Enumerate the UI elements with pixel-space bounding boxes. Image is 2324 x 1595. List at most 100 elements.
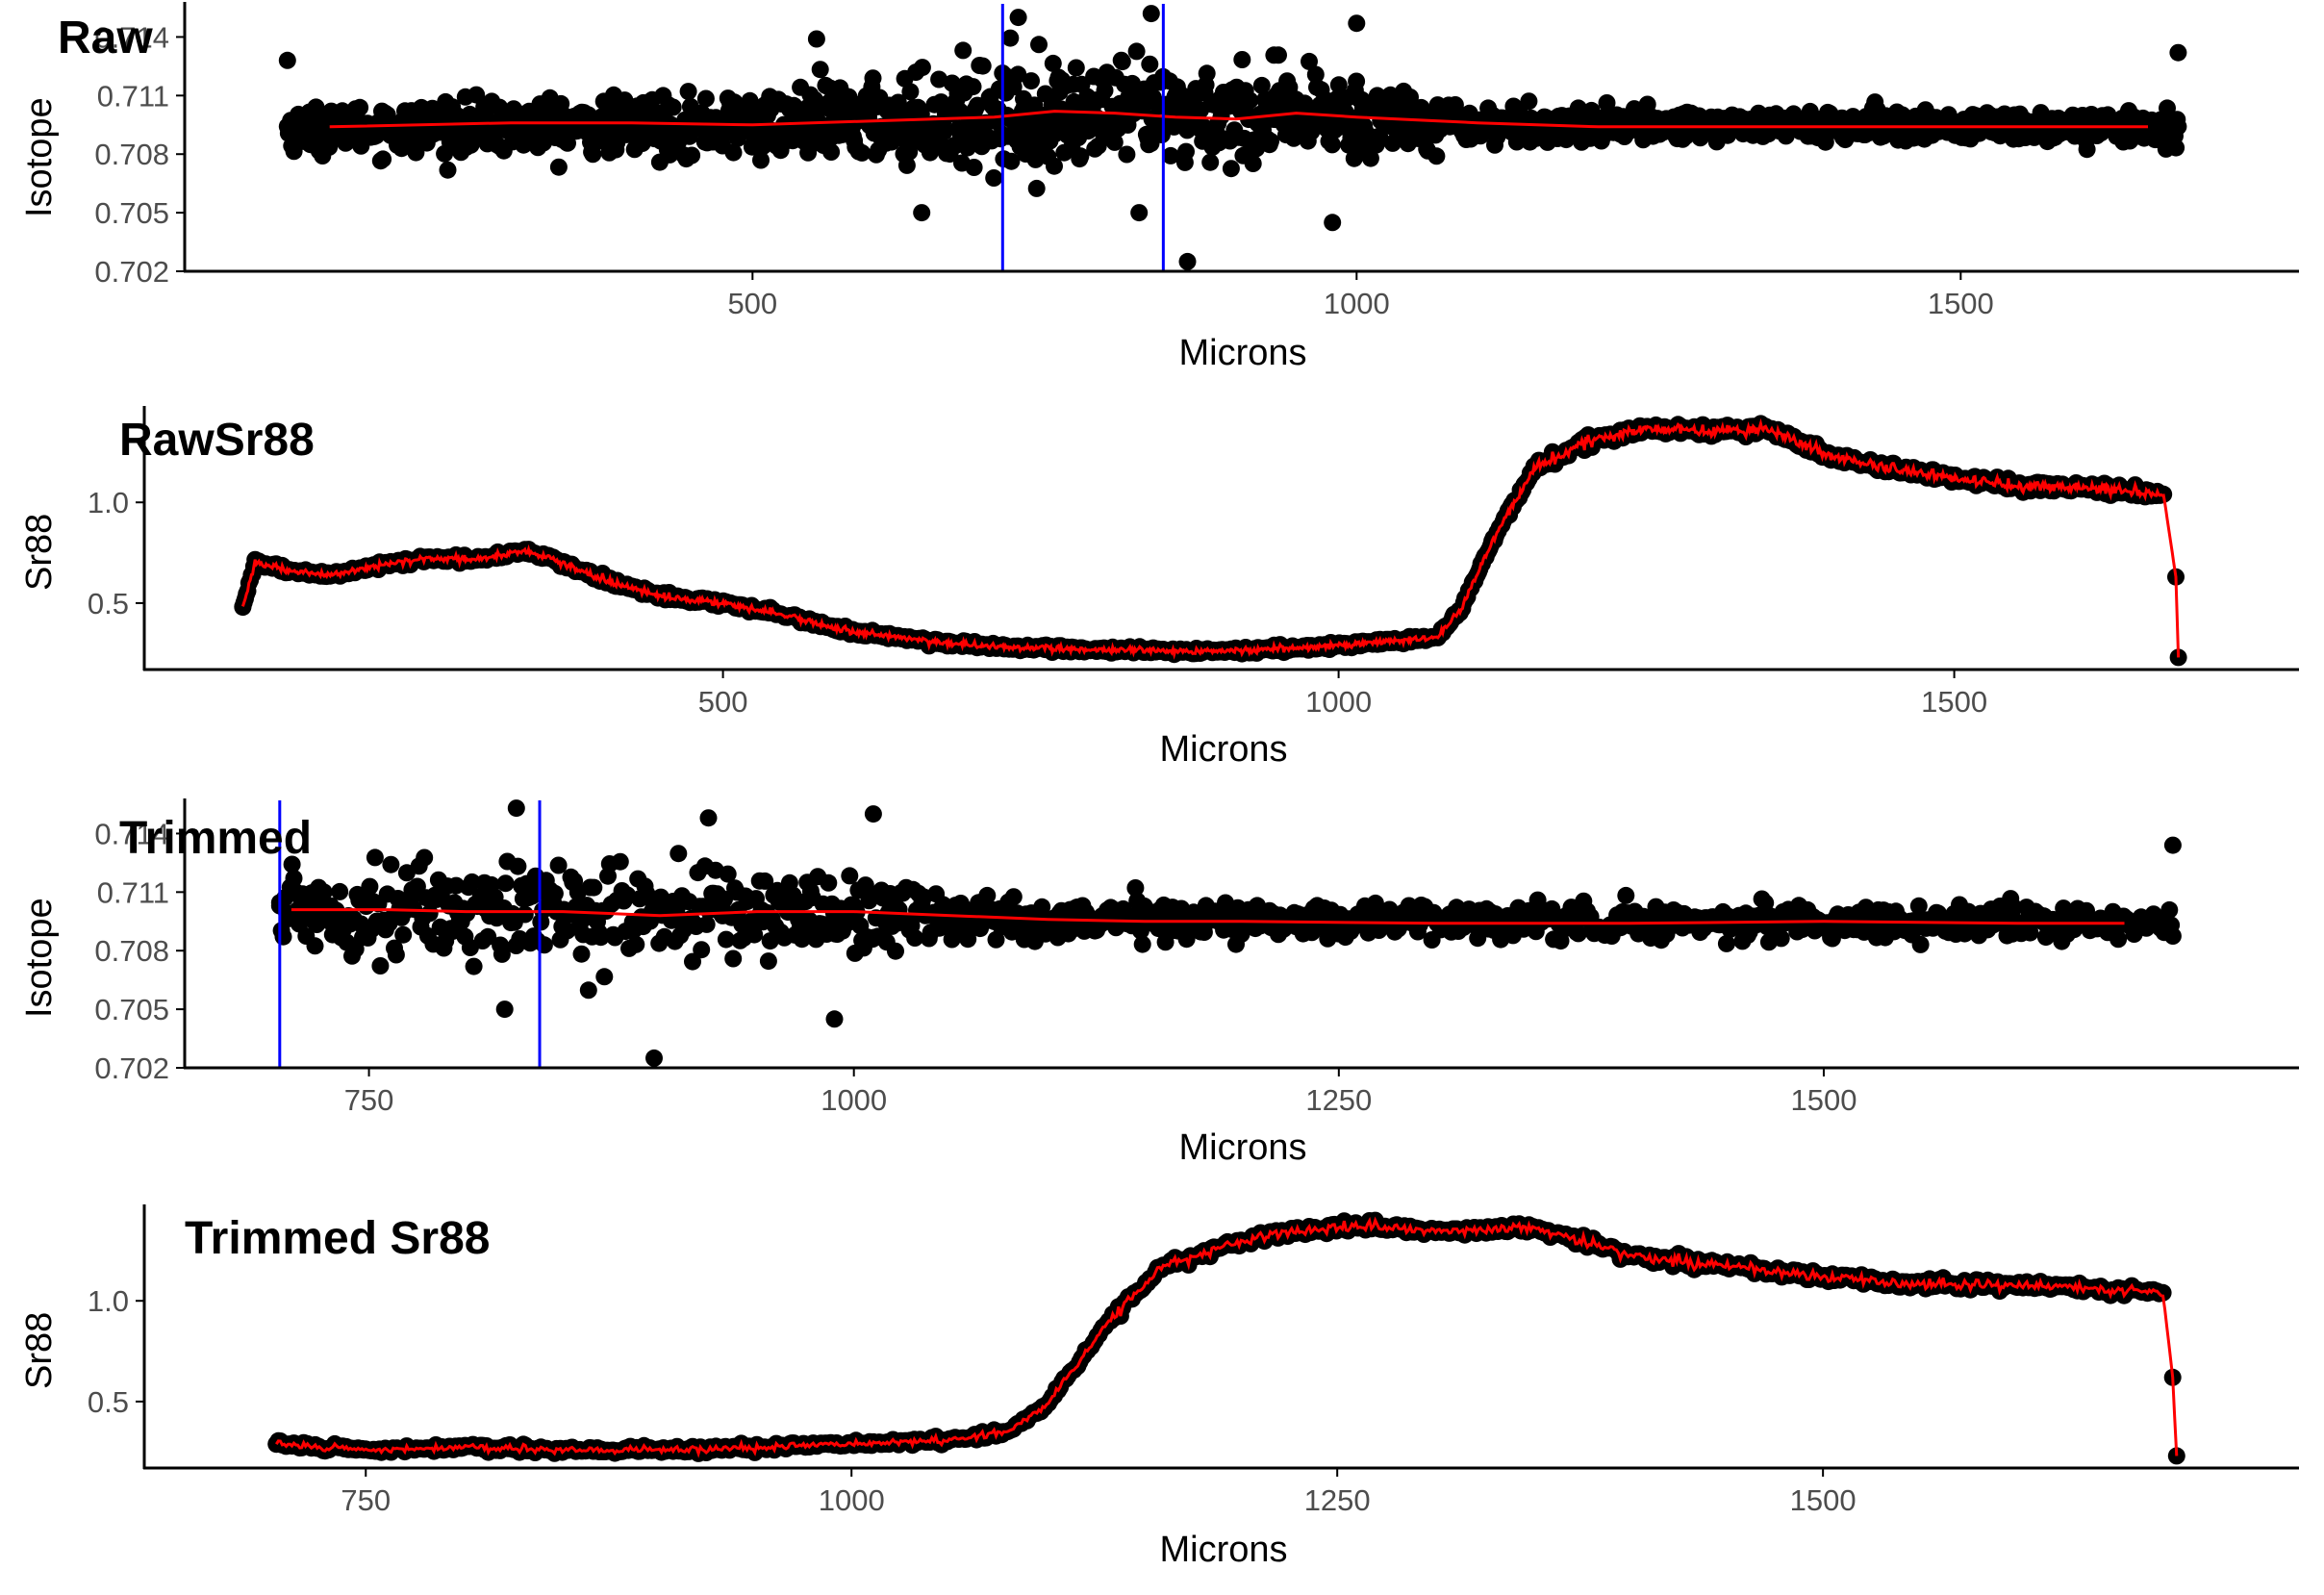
trimmed-y-axis-label: Isotope [19,898,60,1018]
trimmed-x-axis-label: Microns [1178,1127,1307,1168]
raw-point [1009,9,1027,27]
trimmed-point [495,1000,514,1019]
trimmed-panel: 750 1000 1250 1500 0.702 0.705 0.708 0.711 0.714… [0,797,2324,1181]
raw-point [1027,179,1046,197]
trimmed-point [627,935,645,953]
trimmed-point [585,878,603,897]
trimmed-point [745,925,764,944]
raw-point [822,143,841,161]
rawsr88-trend-line [240,418,2181,660]
raw-point [696,89,715,108]
trimmed-point [479,927,497,946]
raw-points [278,5,2187,270]
raw-point [807,30,825,48]
raw-point [1002,152,1021,170]
raw-point [1178,252,1197,270]
raw-point [1023,72,1040,90]
raw-point [1323,136,1341,154]
trimmed-point [1156,933,1175,951]
raw-y-tick-label: 0.705 [94,196,169,230]
raw-title: Raw [58,13,153,63]
trimmed-point [516,905,534,924]
raw-point [1520,92,1538,111]
trimmed-point [1756,894,1775,912]
raw-point [1222,160,1240,178]
raw-point [683,146,701,165]
raw-point [374,150,392,168]
trimmed-point [864,805,882,823]
trimmed-point [549,856,568,874]
raw-point [549,158,568,176]
trimmed-point [611,852,629,871]
raw-point [1030,36,1048,54]
raw-point [752,151,770,169]
raw-point [985,169,1003,187]
raw-point [1816,133,1834,151]
trimmed-x-tick-label: 1500 [1790,1083,1857,1117]
raw-x-tick-label: 1000 [1324,287,1390,320]
trimmed-point [2160,900,2179,919]
raw-point [1177,142,1195,161]
trimmed-point [697,915,716,933]
raw-x-tick-label: 500 [727,287,777,320]
trimmed-point [579,981,597,1000]
raw-point [1009,65,1027,84]
raw-point [679,83,697,101]
raw-point [1252,76,1271,94]
trimmed-x-tick-label: 750 [344,1083,394,1117]
trimmed-point [274,927,292,946]
raw-point [2167,139,2185,157]
raw-point [1348,14,1366,33]
rawsr88-x-tick-label: 1000 [1305,685,1372,719]
trimmed-point [906,929,924,947]
trimmed-point [2163,836,2182,854]
trimmed-point [959,930,977,949]
trimmed-point [315,883,333,901]
raw-y-axis-label: Isotope [19,97,60,217]
raw-y-tick-label: 0.711 [97,79,169,113]
raw-point [1067,59,1085,77]
trimmed-point [717,930,735,949]
rawsr88-x-tick-label: 500 [698,685,748,719]
raw-point [1427,147,1446,165]
raw-point [559,134,576,152]
trimmed-point [887,942,904,960]
trimmed-point [416,848,434,867]
trimmed-point [306,937,324,955]
raw-point [901,83,920,101]
raw-point [584,145,602,164]
raw-point [1324,214,1342,232]
raw-point [935,122,953,140]
raw-point [954,41,973,60]
raw-point [1113,53,1131,71]
raw-point [278,51,296,69]
raw-point [1361,149,1379,167]
trimmed-point [1133,935,1151,953]
raw-point [913,204,931,222]
trimmed-point [645,1049,663,1067]
raw-point [1021,120,1039,138]
trimmed-point [331,882,349,900]
trimmedsr88-data-marks [267,1211,2185,1465]
trimmed-point [493,945,511,963]
raw-point [1072,147,1090,165]
raw-point [965,159,983,176]
trimmed-point [595,968,614,986]
raw-point [913,59,931,77]
trimmed-x-tick-label: 1250 [1305,1083,1372,1117]
raw-point [1241,91,1259,110]
trimmed-point [1033,898,1051,916]
trimmed-point [366,848,384,867]
trimmed-point [759,952,777,971]
trimmed-point [1380,900,1399,919]
trimmed-point [1717,934,1735,952]
trimmed-point [465,957,483,975]
raw-point [1348,72,1366,90]
raw-point [1270,46,1287,64]
trimmed-y-tick-label: 0.702 [94,1051,169,1085]
trimmed-point [693,941,711,959]
trimmed-point [1617,886,1635,904]
trimmed-point [361,877,379,896]
